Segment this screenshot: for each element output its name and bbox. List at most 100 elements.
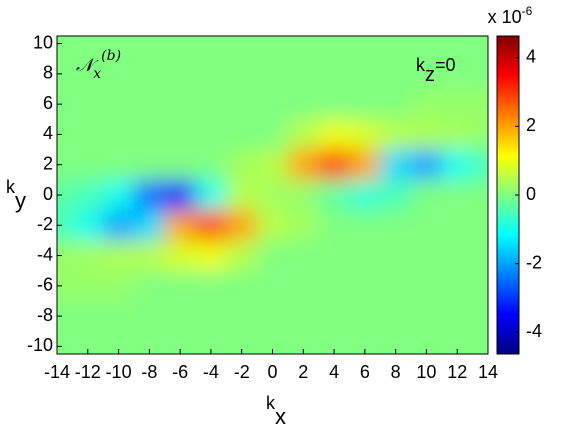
heatmap-cell: [72, 119, 104, 151]
y-tick-label: -10: [27, 335, 53, 355]
heatmap-cell: [133, 119, 166, 151]
heatmap: [57, 36, 488, 354]
heatmap-cell: [257, 301, 289, 332]
heatmap-cell: [57, 301, 73, 332]
heatmap-cell: [287, 301, 320, 332]
heatmap-cell: [164, 270, 197, 302]
heatmap-cell: [287, 179, 320, 211]
x-tick-label: 14: [478, 362, 498, 382]
heatmap-cell: [441, 58, 474, 90]
heatmap-cell: [226, 119, 258, 151]
x-tick-label: -10: [106, 362, 132, 382]
heatmap-cell: [57, 89, 73, 120]
heatmap-cell: [287, 149, 320, 181]
heatmap-cell: [195, 240, 227, 272]
heatmap-cell: [257, 89, 289, 120]
heatmap-cell: [195, 58, 227, 90]
heatmap-cell: [318, 301, 350, 332]
y-tick-label: 2: [43, 153, 53, 173]
heatmap-cell: [349, 179, 381, 211]
colorbar-tick-label: -2: [526, 252, 542, 272]
heatmap-cell: [133, 240, 166, 272]
heatmap-cell: [72, 331, 104, 354]
heatmap-cell: [57, 119, 73, 151]
heatmap-cell: [57, 210, 73, 241]
y-tick-label: -4: [37, 244, 53, 264]
heatmap-cell: [103, 240, 135, 272]
heatmap-cell: [380, 149, 412, 181]
heatmap-cell: [257, 331, 289, 354]
heatmap-cell: [441, 149, 474, 181]
heatmap-cell: [349, 240, 381, 272]
heatmap-cell: [133, 331, 166, 354]
heatmap-cell: [195, 301, 227, 332]
heatmap-cell: [441, 331, 474, 354]
y-tick-label: 8: [43, 63, 53, 83]
heatmap-cell: [318, 331, 350, 354]
heatmap-cell: [164, 210, 197, 241]
heatmap-cell: [349, 331, 381, 354]
heatmap-cell: [164, 149, 197, 181]
heatmap-cell: [195, 89, 227, 120]
heatmap-cell: [380, 179, 412, 211]
heatmap-cell: [349, 89, 381, 120]
heatmap-cell: [318, 119, 350, 151]
heatmap-cell: [318, 89, 350, 120]
heatmap-cell: [380, 58, 412, 90]
heatmap-cell: [57, 240, 73, 272]
colorbar-tick-label: 4: [526, 46, 536, 66]
heatmap-cell: [72, 240, 104, 272]
heatmap-cell: [411, 270, 443, 302]
heatmap-cell: [195, 36, 227, 60]
heatmap-cell: [103, 58, 135, 90]
x-axis-label: kx: [266, 393, 286, 429]
heatmap-cell: [318, 179, 350, 211]
heatmap-cell: [133, 149, 166, 181]
heatmap-cell: [472, 149, 488, 181]
heatmap-cell: [195, 179, 227, 211]
heatmap-cell: [133, 89, 166, 120]
x-tick-label: 10: [416, 362, 436, 382]
heatmap-cell: [287, 240, 320, 272]
heatmap-cell: [72, 36, 104, 60]
heatmap-cell: [318, 149, 350, 181]
heatmap-cell: [349, 36, 381, 60]
heatmap-cell: [103, 331, 135, 354]
x-tick-label: 4: [329, 362, 339, 382]
heatmap-cell: [380, 301, 412, 332]
heatmap-cell: [103, 36, 135, 60]
x-tick-label: 6: [360, 362, 370, 382]
x-tick-label: -14: [44, 362, 70, 382]
heatmap-cell: [257, 119, 289, 151]
heatmap-cell: [472, 89, 488, 120]
heatmap-cell: [257, 58, 289, 90]
y-tick-label: -6: [37, 275, 53, 295]
heatmap-cell: [226, 301, 258, 332]
heatmap-cell: [133, 36, 166, 60]
heatmap-cell: [472, 301, 488, 332]
heatmap-cell: [164, 301, 197, 332]
heatmap-cell: [441, 119, 474, 151]
heatmap-cell: [226, 58, 258, 90]
x-tick-label: 12: [447, 362, 467, 382]
heatmap-cell: [349, 149, 381, 181]
heatmap-cell: [164, 58, 197, 90]
colorbar-tick-label: 0: [526, 184, 536, 204]
heatmap-cell: [164, 240, 197, 272]
heatmap-cell: [441, 210, 474, 241]
heatmap-cell: [349, 270, 381, 302]
heatmap-cell: [287, 210, 320, 241]
heatmap-cell: [133, 210, 166, 241]
heatmap-cell: [195, 119, 227, 151]
heatmap-cell: [226, 149, 258, 181]
y-tick-label: 6: [43, 93, 53, 113]
y-tick-label: 0: [43, 184, 53, 204]
heatmap-cell: [133, 179, 166, 211]
heatmap-cell: [349, 119, 381, 151]
heatmap-cell: [133, 270, 166, 302]
heatmap-cell: [226, 36, 258, 60]
x-tick-label: 0: [267, 362, 277, 382]
heatmap-cell: [226, 210, 258, 241]
x-tick-label: -12: [75, 362, 101, 382]
x-tick-label: 8: [391, 362, 401, 382]
